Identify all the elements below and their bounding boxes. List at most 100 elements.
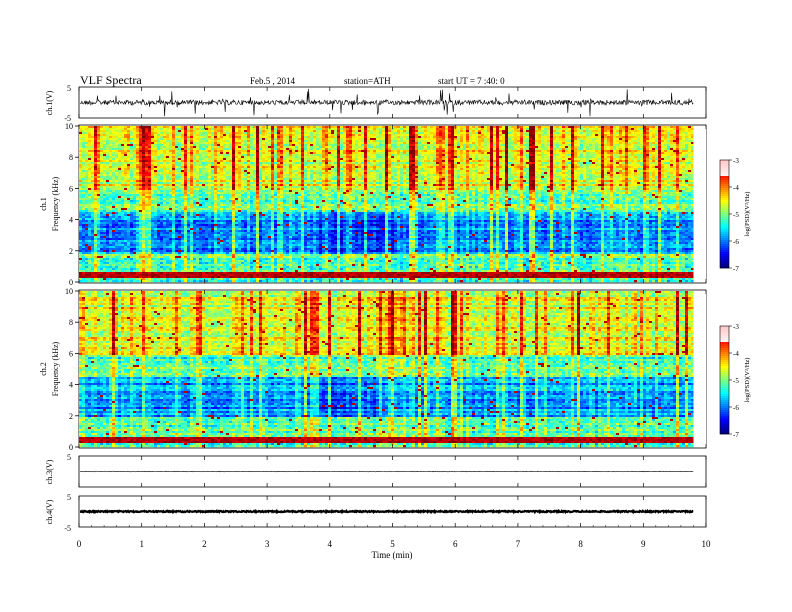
colorbar-step (720, 422, 729, 425)
time-tick-label: 0 (77, 539, 82, 549)
ch2-spectrogram-panel: 0 2 4 6 8 10 ch.2 Frequency (kHz) -3 -4 -5 -6 -7 l… (39, 287, 751, 452)
freq-tick-label: 2 (69, 247, 73, 256)
colorbar-step (720, 384, 729, 387)
colorbar-step (720, 264, 729, 267)
ch1-ytick-top: 5 (67, 84, 71, 93)
colorbar-step (720, 340, 729, 343)
colorbar-step (720, 174, 729, 177)
colorbar-step (720, 356, 729, 359)
colorbar-step (720, 190, 729, 193)
colorbar-step (720, 426, 729, 429)
colorbar-step (720, 244, 729, 247)
colorbar-step (720, 192, 729, 195)
freq-tick-label: 8 (69, 318, 73, 327)
colorbar-tick-label: -3 (733, 157, 739, 165)
colorbar-step (720, 262, 729, 265)
colorbar-step (720, 364, 729, 367)
colorbar-step (720, 196, 729, 199)
colorbar-step (720, 408, 729, 411)
time-tick-label: 3 (265, 539, 270, 549)
colorbar-step (720, 344, 729, 347)
colorbar-step (720, 326, 729, 329)
colorbar-step (720, 228, 729, 231)
time-tick-label: 9 (641, 539, 646, 549)
time-tick-label: 8 (578, 539, 583, 549)
colorbar-step (720, 402, 729, 405)
colorbar-step (720, 366, 729, 369)
colorbar-step (720, 392, 729, 395)
freq-tick-label: 6 (69, 184, 73, 193)
colorbar-step (720, 240, 729, 243)
time-tick-label: 6 (453, 539, 458, 549)
colorbar-tick-label: -4 (733, 350, 739, 358)
colorbar-step (720, 400, 729, 403)
figure-title: VLF Spectra (80, 73, 142, 87)
colorbar-step (720, 388, 729, 391)
colorbar-step (720, 242, 729, 245)
colorbar-step (720, 172, 729, 175)
colorbar-tick-label: -5 (733, 211, 739, 219)
colorbar-step (720, 184, 729, 187)
colorbar-step (720, 350, 729, 353)
ch2-colorbar: -3 -4 -5 -6 -7 log(PSD)(V²/Hz) (719, 323, 751, 439)
colorbar-step (720, 170, 729, 173)
colorbar-step (720, 420, 729, 423)
colorbar-step (720, 248, 729, 251)
colorbar-step (720, 260, 729, 263)
start-time-label: start UT = 7 :40: 0 (438, 76, 505, 86)
colorbar-step (720, 396, 729, 399)
freq-tick-label: 10 (65, 122, 73, 131)
colorbar-step (720, 370, 729, 373)
colorbar-step (720, 394, 729, 397)
ch1-freq-axis-label: Frequency (kHz) (51, 176, 60, 231)
colorbar-step (720, 250, 729, 253)
colorbar-tick-label: -5 (733, 377, 739, 385)
colorbar-step (720, 208, 729, 211)
colorbar-step (720, 416, 729, 419)
colorbar-step (720, 204, 729, 207)
colorbar-step (720, 390, 729, 393)
colorbar-step (720, 372, 729, 375)
colorbar-step (720, 418, 729, 421)
colorbar-step (720, 236, 729, 239)
ch3-ytick-top: 5 (67, 453, 71, 462)
colorbar-tick-label: -3 (733, 323, 739, 331)
colorbar-step (720, 238, 729, 241)
colorbar-step (720, 178, 729, 181)
colorbar-step (720, 406, 729, 409)
freq-tick-label: 4 (69, 216, 73, 225)
time-tick-label: 1 (139, 539, 144, 549)
time-axis-label: Time (min) (372, 550, 413, 560)
freq-tick-label: 2 (69, 412, 73, 421)
colorbar-step (720, 222, 729, 225)
colorbar-label: log(PSD)(V²/Hz) (744, 192, 751, 237)
ch4-waveform-panel: 5 -5 ch.4(V) (45, 493, 707, 533)
colorbar-step (720, 202, 729, 205)
colorbar-step (720, 342, 729, 345)
colorbar-step (720, 180, 729, 183)
colorbar-step (720, 200, 729, 203)
ch3-waveform-line (79, 470, 694, 473)
colorbar-step (720, 432, 729, 435)
colorbar-step (720, 256, 729, 259)
ch4-waveform-line (79, 508, 694, 515)
ch3-waveform-panel: 5 ch.3(V) (45, 453, 707, 488)
ch1-ylabel: ch.1(V) (45, 90, 54, 115)
colorbar-tick-label: -6 (733, 238, 739, 246)
colorbar-step (720, 218, 729, 221)
colorbar-step (720, 358, 729, 361)
colorbar-step (720, 188, 729, 191)
colorbar-step (720, 164, 729, 167)
ch1-spec-channel-label: ch.1 (39, 197, 48, 211)
colorbar-step (720, 246, 729, 249)
colorbar-step (720, 430, 729, 433)
colorbar-step (720, 162, 729, 165)
colorbar-step (720, 160, 729, 163)
colorbar-step (720, 230, 729, 233)
colorbar-step (720, 214, 729, 217)
colorbar-step (720, 232, 729, 235)
colorbar-step (720, 258, 729, 261)
colorbar-step (720, 168, 729, 171)
